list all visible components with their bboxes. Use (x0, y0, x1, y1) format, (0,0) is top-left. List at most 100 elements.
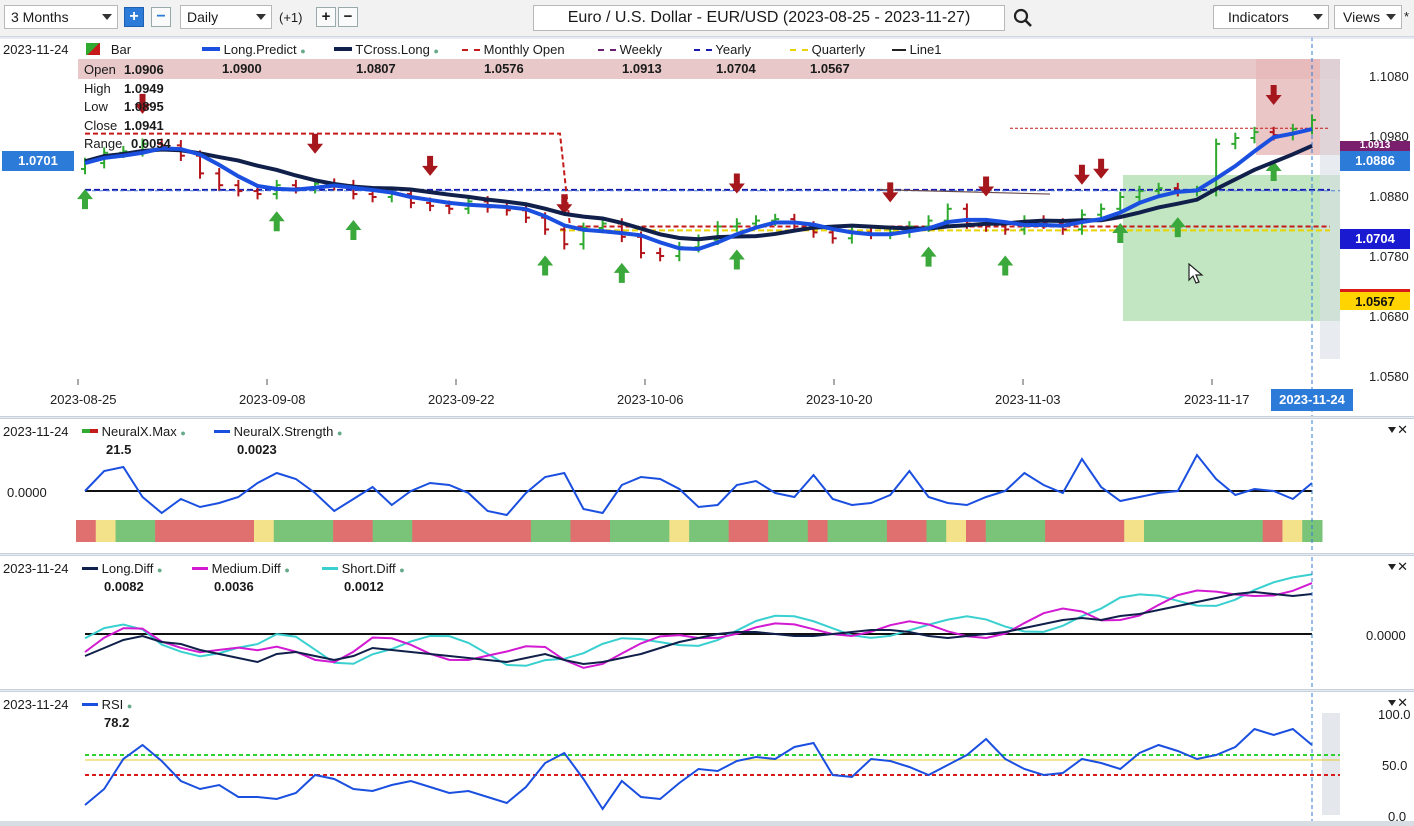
offset-minus-button[interactable]: − (338, 7, 358, 27)
neural-max-block (313, 520, 334, 542)
neural-max-block (629, 520, 651, 542)
neural-max-block (906, 520, 927, 542)
buy-arrow-icon (345, 220, 362, 241)
long-diff-line (84, 590, 1313, 666)
rsi-panel[interactable]: 2023-11-24 RSI ● 78.2 100.0 50.0 0.0 ✕ (0, 693, 1414, 824)
neural-chart[interactable] (0, 420, 1414, 553)
close-icon[interactable]: ✕ (1397, 422, 1408, 437)
tcross-long-line (84, 143, 1313, 242)
rsi-chart[interactable] (0, 693, 1414, 821)
zero-tick: 0.0000 (1366, 628, 1406, 643)
weekly-badge: 1.0913 (1340, 141, 1410, 151)
search-icon[interactable] (1012, 7, 1034, 29)
neural-max-block (1045, 520, 1066, 542)
sell-arrow-icon (307, 133, 324, 154)
chevron-down-icon (256, 14, 266, 20)
legend-neural-strength-value: 0.0023 (237, 442, 277, 457)
neural-max-block (214, 520, 235, 542)
diff-chart[interactable] (0, 557, 1414, 689)
open-value: 1.0906 (124, 62, 164, 77)
legend-long-diff: Long.Diff ● (82, 561, 162, 576)
neural-max-block (135, 520, 156, 542)
pane-separator[interactable] (0, 416, 1414, 419)
date-tick-label: 2023-10-06 (617, 392, 684, 407)
panel-date: 2023-11-24 (3, 424, 69, 439)
neural-max-block (1144, 520, 1165, 542)
views-button[interactable]: Views (1334, 5, 1402, 29)
price-chart[interactable]: 1.10801.09801.08801.07801.06801.05801.04… (0, 37, 1414, 416)
legend-neural-max: NeuralX.Max ● (82, 424, 186, 439)
neural-max-block (946, 520, 967, 542)
legend-quarterly: Quarterly (790, 42, 865, 57)
neural-max-block (669, 520, 690, 542)
legend-rsi: RSI ● (82, 697, 132, 712)
open-label: Open (84, 62, 116, 77)
sell-arrow-icon (1265, 85, 1282, 106)
neural-max-block (234, 520, 255, 542)
neural-panel[interactable]: 2023-11-24 NeuralX.Max ● 21.5 NeuralX.St… (0, 420, 1414, 553)
indicators-label: Indicators (1228, 9, 1289, 25)
neural-max-block (1223, 520, 1244, 542)
legend-medium-diff-label: Medium.Diff (211, 561, 281, 576)
diff-panel[interactable]: 2023-11-24 Long.Diff ● 0.0082 Medium.Dif… (0, 557, 1414, 689)
price-panel[interactable]: 1.10801.09801.08801.07801.06801.05801.04… (0, 37, 1414, 416)
rsi-tick: 50.0 (1382, 758, 1408, 773)
rsi-line (84, 727, 1313, 811)
close-icon[interactable]: ✕ (1397, 695, 1408, 710)
offset-plus-button[interactable]: + (316, 7, 336, 27)
legend-short-diff-label: Short.Diff (341, 561, 396, 576)
neural-max-block (1282, 520, 1303, 542)
symbol-title[interactable]: Euro / U.S. Dollar - EUR/USD (2023-08-25… (533, 5, 1005, 31)
high-label: High (84, 81, 111, 96)
zoom-in-button[interactable]: + (124, 7, 144, 27)
indicators-button[interactable]: Indicators (1213, 5, 1329, 29)
legend-tcross: TCross.Long ● (334, 42, 439, 57)
crosshair-price-badge: 1.0701 (2, 151, 74, 171)
price-tick-label: 1.0780 (1369, 249, 1409, 264)
collapse-icon[interactable] (1388, 427, 1396, 433)
range-select[interactable]: 3 Months (4, 5, 118, 29)
buy-arrow-icon (997, 255, 1014, 276)
legend-yearly-label: Yearly (715, 42, 752, 57)
legend-short-diff: Short.Diff ● (322, 561, 405, 576)
range-label: Range (84, 136, 123, 151)
rsi-tick: 100.0 (1378, 707, 1411, 722)
date-tick-label: 2023-09-22 (428, 392, 495, 407)
neural-max-block (1183, 520, 1204, 542)
neural-max-block (491, 520, 512, 542)
neural-max-block (926, 520, 947, 542)
close-icon[interactable]: ✕ (1397, 559, 1408, 574)
neural-max-block (511, 520, 532, 542)
pane-separator[interactable] (0, 689, 1414, 692)
neural-max-block (748, 520, 769, 542)
date-tick-label: 2023-11-03 (995, 392, 1061, 407)
pane-separator[interactable] (0, 553, 1414, 556)
star-icon[interactable]: * (1404, 9, 1410, 24)
interval-select[interactable]: Daily (180, 5, 272, 29)
buy-arrow-icon (77, 189, 93, 210)
sell-arrow-icon (882, 182, 899, 203)
date-tick-label: 2023-10-20 (806, 392, 873, 407)
legend-yearly: Yearly (694, 42, 751, 57)
zero-tick: 0.0000 (7, 485, 47, 500)
legend-long-predict: Long.Predict ● (202, 42, 306, 57)
legend-monthly-value: 1.0576 (484, 61, 524, 76)
neural-max-block (95, 520, 117, 542)
neural-max-block (115, 520, 136, 542)
buy-arrow-icon (613, 262, 630, 283)
legend-tcross-label: TCross.Long (355, 42, 430, 57)
collapse-icon[interactable] (1388, 564, 1396, 570)
legend-band (78, 59, 1340, 79)
chevron-down-icon (102, 14, 112, 20)
zoom-out-button[interactable]: − (151, 7, 171, 27)
sell-arrow-icon (1093, 158, 1110, 179)
collapse-icon[interactable] (1388, 700, 1396, 706)
price-tick-label: 1.0580 (1369, 369, 1409, 384)
neural-max-block (788, 520, 809, 542)
future-strip (1320, 59, 1340, 359)
neural-max-block (333, 520, 354, 542)
status-strip (0, 821, 1414, 826)
neural-max-block (610, 520, 631, 542)
neural-max-block (293, 520, 314, 542)
neural-max-block (1025, 520, 1046, 542)
